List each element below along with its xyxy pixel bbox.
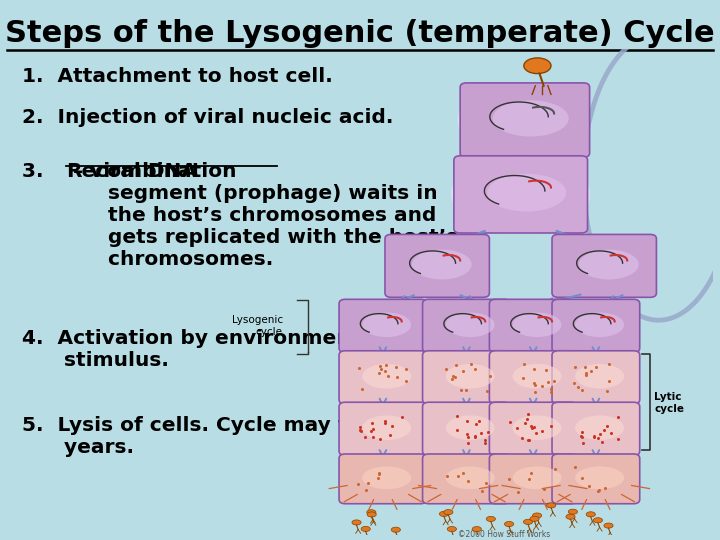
- FancyBboxPatch shape: [460, 83, 590, 157]
- Ellipse shape: [575, 415, 624, 440]
- Ellipse shape: [340, 352, 426, 403]
- FancyBboxPatch shape: [552, 299, 640, 353]
- FancyBboxPatch shape: [490, 454, 577, 504]
- Ellipse shape: [513, 467, 562, 489]
- Text: 1.  Attachment to host cell.: 1. Attachment to host cell.: [22, 68, 333, 86]
- Ellipse shape: [490, 352, 577, 403]
- FancyBboxPatch shape: [339, 351, 427, 404]
- Ellipse shape: [575, 467, 624, 489]
- FancyBboxPatch shape: [385, 234, 490, 298]
- FancyBboxPatch shape: [490, 402, 577, 455]
- FancyBboxPatch shape: [339, 454, 427, 504]
- Ellipse shape: [446, 467, 495, 489]
- FancyBboxPatch shape: [552, 351, 640, 404]
- Ellipse shape: [451, 155, 590, 234]
- Ellipse shape: [446, 364, 495, 388]
- FancyBboxPatch shape: [339, 299, 427, 353]
- Ellipse shape: [362, 415, 411, 440]
- FancyBboxPatch shape: [423, 299, 510, 353]
- Ellipse shape: [446, 415, 495, 440]
- Ellipse shape: [362, 467, 411, 489]
- Ellipse shape: [366, 510, 376, 515]
- Ellipse shape: [340, 403, 426, 455]
- Ellipse shape: [553, 352, 639, 403]
- Ellipse shape: [423, 403, 510, 455]
- FancyBboxPatch shape: [339, 402, 427, 455]
- Ellipse shape: [362, 313, 411, 337]
- Ellipse shape: [575, 313, 624, 337]
- FancyBboxPatch shape: [552, 234, 657, 298]
- Ellipse shape: [423, 300, 510, 352]
- Ellipse shape: [579, 249, 639, 280]
- Ellipse shape: [523, 519, 533, 524]
- FancyBboxPatch shape: [490, 299, 577, 353]
- FancyBboxPatch shape: [490, 351, 577, 404]
- Ellipse shape: [553, 403, 639, 455]
- Ellipse shape: [593, 518, 603, 523]
- FancyBboxPatch shape: [423, 402, 510, 455]
- Ellipse shape: [604, 523, 613, 528]
- Ellipse shape: [352, 520, 361, 525]
- FancyBboxPatch shape: [552, 402, 640, 455]
- Text: Recombination: Recombination: [66, 162, 237, 181]
- Ellipse shape: [552, 235, 657, 297]
- Ellipse shape: [447, 526, 456, 532]
- Ellipse shape: [487, 174, 566, 212]
- FancyBboxPatch shape: [423, 454, 510, 504]
- Ellipse shape: [362, 364, 411, 388]
- Ellipse shape: [423, 352, 510, 403]
- Ellipse shape: [384, 235, 490, 297]
- Ellipse shape: [492, 100, 569, 137]
- Ellipse shape: [505, 522, 513, 526]
- Ellipse shape: [490, 300, 577, 352]
- Ellipse shape: [566, 514, 575, 519]
- Ellipse shape: [553, 300, 639, 352]
- Ellipse shape: [553, 455, 639, 503]
- Ellipse shape: [586, 512, 595, 517]
- Text: 3.: 3.: [22, 162, 57, 181]
- Ellipse shape: [423, 455, 510, 503]
- Ellipse shape: [533, 513, 541, 518]
- Ellipse shape: [513, 415, 562, 440]
- Text: – viral DNA
      segment (prophage) waits in
      the host’s chromosomes and
 : – viral DNA segment (prophage) waits in …: [66, 162, 459, 269]
- Ellipse shape: [486, 516, 495, 522]
- FancyBboxPatch shape: [552, 454, 640, 504]
- Ellipse shape: [412, 249, 472, 280]
- Ellipse shape: [530, 516, 539, 521]
- Ellipse shape: [458, 82, 592, 158]
- Text: Lysogenic
cycle: Lysogenic cycle: [232, 315, 283, 337]
- Ellipse shape: [575, 364, 624, 388]
- Ellipse shape: [340, 300, 426, 352]
- Text: 4.  Activation by environmental
      stimulus.: 4. Activation by environmental stimulus.: [22, 329, 380, 370]
- Ellipse shape: [513, 364, 562, 388]
- Text: Lytic
cycle: Lytic cycle: [654, 392, 684, 414]
- FancyBboxPatch shape: [454, 156, 588, 233]
- Ellipse shape: [524, 58, 551, 73]
- Ellipse shape: [340, 455, 426, 503]
- Ellipse shape: [568, 509, 577, 514]
- Ellipse shape: [444, 510, 453, 515]
- Ellipse shape: [490, 455, 577, 503]
- Ellipse shape: [472, 526, 482, 532]
- Ellipse shape: [361, 526, 370, 531]
- Ellipse shape: [391, 527, 400, 532]
- Text: Steps of the Lysogenic (temperate) Cycle: Steps of the Lysogenic (temperate) Cycle: [5, 19, 715, 48]
- Ellipse shape: [546, 503, 556, 508]
- Ellipse shape: [367, 512, 377, 517]
- Text: ©2000 How Stuff Works: ©2000 How Stuff Works: [458, 530, 550, 539]
- Text: 5.  Lysis of cells. Cycle may take
      years.: 5. Lysis of cells. Cycle may take years.: [22, 416, 387, 457]
- Ellipse shape: [446, 313, 495, 337]
- Ellipse shape: [439, 511, 449, 516]
- FancyBboxPatch shape: [423, 351, 510, 404]
- Ellipse shape: [513, 313, 562, 337]
- Ellipse shape: [490, 403, 577, 455]
- Text: 2.  Injection of viral nucleic acid.: 2. Injection of viral nucleic acid.: [22, 108, 393, 127]
